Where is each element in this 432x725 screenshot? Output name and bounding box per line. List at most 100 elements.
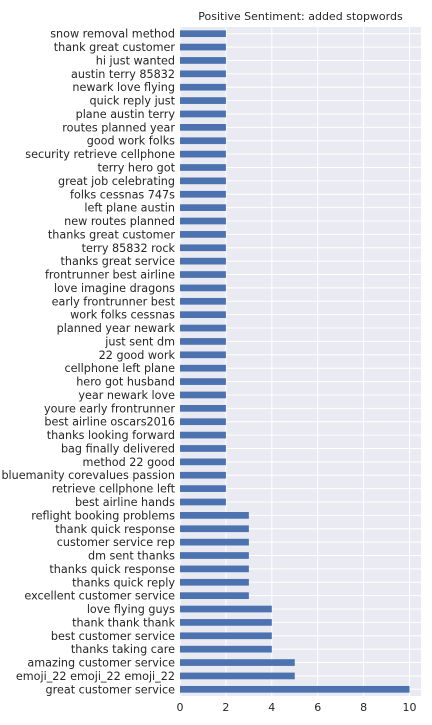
category-label: amazing customer service: [27, 657, 175, 670]
category-label: love imagine dragons: [54, 282, 175, 295]
category-label: emoji_22 emoji_22 emoji_22: [16, 670, 175, 683]
category-label: thanks great customer: [48, 228, 176, 241]
bar: [180, 338, 226, 345]
category-label: year newark love: [78, 389, 175, 402]
bar: [180, 150, 226, 158]
bar: [180, 204, 226, 211]
category-label: planned year newark: [57, 322, 176, 335]
bar: [180, 632, 272, 640]
x-tick-label: 6: [314, 701, 321, 714]
category-label: best airline hands: [75, 496, 175, 509]
category-label: excellent customer service: [24, 590, 175, 603]
category-label: quick reply just: [89, 95, 175, 108]
bar: [180, 445, 226, 452]
bar: [180, 97, 226, 104]
x-tick-label: 8: [360, 701, 367, 714]
x-tick-label: 0: [177, 701, 184, 714]
category-label: thank thank thank: [72, 616, 175, 629]
category-label: retrieve cellphone left: [52, 483, 176, 496]
category-label: left plane austin: [84, 202, 175, 215]
bar: [180, 525, 249, 533]
category-label: best airline oscars2016: [44, 416, 175, 429]
bar: [180, 552, 249, 559]
bar: [180, 217, 226, 225]
bar: [180, 190, 226, 198]
bar: [180, 110, 226, 118]
bar: [180, 324, 226, 332]
category-label: thanks taking care: [71, 643, 175, 656]
category-label: hero got husband: [76, 376, 175, 389]
category-label: good work folks: [87, 135, 175, 148]
bar: [180, 565, 249, 573]
category-label: work folks cessnas: [70, 309, 175, 322]
category-label: thanks quick response: [49, 563, 175, 576]
category-label: new routes planned: [64, 215, 175, 228]
category-label: newark love flying: [72, 81, 175, 94]
bar: [180, 418, 226, 426]
bar: [180, 498, 226, 506]
x-tick-labels: 0 2 4 6 8 10: [177, 701, 417, 714]
category-label: thanks great service: [61, 255, 176, 268]
category-label: dm sent thanks: [88, 550, 175, 563]
bar: [180, 512, 249, 519]
category-label: thanks looking forward: [47, 429, 175, 442]
bar: [180, 458, 226, 466]
x-tick-label: 4: [268, 701, 275, 714]
bar: [180, 485, 226, 492]
bar: [180, 685, 410, 693]
category-label: great customer service: [46, 683, 176, 696]
category-label: snow removal method: [50, 28, 175, 41]
category-label: love flying guys: [87, 603, 175, 616]
category-label: great job celebrating: [58, 175, 175, 188]
bar: [180, 364, 226, 372]
bar: [180, 57, 226, 64]
bar: [180, 619, 272, 626]
category-label: austin terry 85832: [71, 68, 175, 81]
bar: [180, 137, 226, 145]
bar: [180, 592, 249, 599]
bar: [180, 70, 226, 78]
bars: [180, 30, 410, 693]
bar: [180, 672, 295, 680]
bar: [180, 297, 226, 305]
category-label: terry 85832 rock: [82, 242, 176, 255]
bar: [180, 43, 226, 51]
bar: [180, 471, 226, 479]
x-tick-label: 10: [403, 701, 417, 714]
category-label: bluemanity corevalues passion: [1, 469, 175, 482]
category-label: cellphone left plane: [64, 362, 175, 375]
category-label: reflight booking problems: [31, 509, 175, 522]
category-label: customer service rep: [57, 536, 175, 549]
category-label: bag finally delivered: [61, 442, 175, 455]
category-label: early frontrunner best: [52, 295, 176, 308]
bar: [180, 30, 226, 38]
category-label: hi just wanted: [96, 54, 175, 67]
category-label: terry hero got: [97, 161, 175, 174]
category-label: plane austin terry: [76, 108, 176, 121]
bar: [180, 231, 226, 238]
category-label: method 22 good: [83, 456, 175, 469]
x-tick-label: 2: [222, 701, 229, 714]
bar: [180, 404, 226, 412]
category-label: just sent dm: [104, 335, 175, 348]
bar: [180, 83, 226, 91]
category-label: security retrieve cellphone: [25, 148, 175, 161]
bar: [180, 164, 226, 171]
chart-title: Positive Sentiment: added stopwords: [198, 10, 403, 23]
bar: [180, 431, 226, 439]
bar: [180, 378, 226, 385]
bar: [180, 311, 226, 319]
category-label: best customer service: [51, 630, 175, 643]
category-label: routes planned year: [62, 121, 175, 134]
category-label: thank quick response: [55, 523, 175, 536]
bar: [180, 605, 272, 613]
category-label: thank great customer: [54, 41, 176, 54]
category-label: youre early frontrunner: [44, 402, 175, 415]
category-label: folks cessnas 747s: [70, 188, 175, 201]
bar: [180, 177, 226, 185]
bar: [180, 271, 226, 278]
bar: [180, 244, 226, 252]
